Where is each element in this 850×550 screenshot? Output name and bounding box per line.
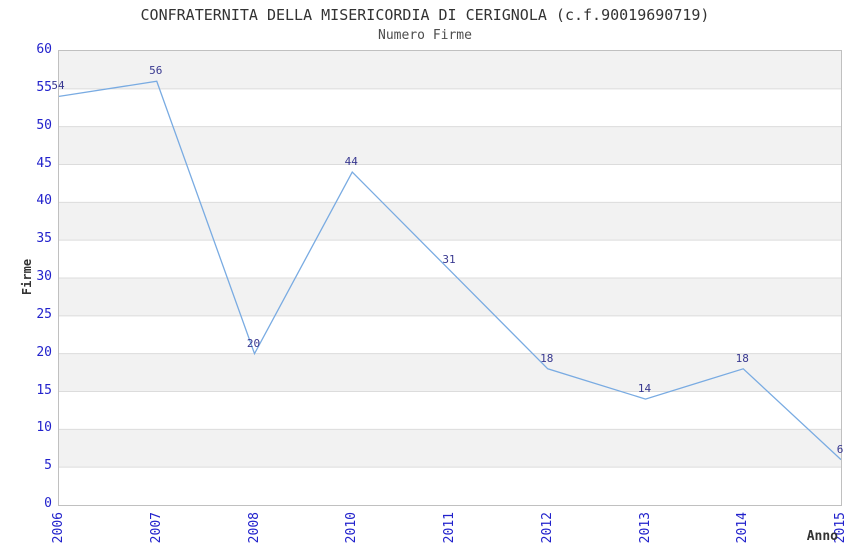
band-gray	[59, 278, 841, 316]
y-axis-title: Firme	[20, 258, 34, 296]
y-tick-label: 55	[36, 79, 52, 95]
x-tick-label: 2008	[246, 512, 262, 544]
plot-area	[58, 50, 842, 506]
x-tick-label: 2014	[735, 512, 751, 544]
band-white	[59, 467, 841, 505]
y-tick-label: 10	[36, 420, 52, 436]
x-tick-label: 2006	[51, 512, 66, 544]
band-gray	[59, 353, 841, 392]
data-point-value-label: 56	[149, 64, 163, 78]
y-tick-label: 20	[36, 344, 52, 360]
band-white	[59, 315, 841, 354]
band-white	[59, 164, 841, 203]
data-point-value-label: 31	[442, 253, 456, 267]
band-gray	[59, 429, 841, 468]
y-tick-label: 60	[36, 42, 52, 57]
x-tick-label: 2011	[442, 512, 457, 544]
y-tick-label: 15	[36, 382, 52, 398]
x-tick-label: 2013	[637, 512, 653, 544]
band-gray	[59, 51, 841, 89]
data-point-value-label: 54	[51, 79, 65, 93]
data-point-value-label: 18	[735, 351, 749, 365]
x-tick-label: 2012	[539, 512, 555, 544]
x-axis-title: Anno	[806, 529, 838, 544]
x-tick-label: 2010	[344, 512, 360, 544]
band-white	[59, 391, 841, 430]
y-tick-label: 0	[44, 496, 52, 511]
y-tick-label: 35	[36, 231, 52, 247]
y-tick-label: 40	[36, 193, 52, 209]
data-point-value-label: 18	[540, 351, 554, 365]
x-tick-label: 2007	[148, 512, 164, 544]
chart-subtitle: Numero Firme	[378, 28, 472, 43]
chart-title: CONFRATERNITA DELLA MISERICORDIA DI CERI…	[140, 6, 710, 24]
y-tick-label: 25	[36, 306, 52, 322]
band-white	[59, 240, 841, 278]
band-white	[59, 88, 841, 127]
y-tick-label: 45	[36, 155, 52, 171]
y-tick-label: 5	[44, 458, 52, 474]
line-series-canvas	[59, 51, 841, 505]
data-point-value-label: 44	[344, 155, 358, 169]
data-point-value-label: 6	[836, 442, 844, 456]
band-gray	[59, 126, 841, 165]
data-line	[59, 80, 841, 461]
data-point-value-label: 14	[637, 382, 652, 396]
y-tick-label: 50	[36, 117, 52, 133]
band-gray	[59, 202, 841, 241]
y-tick-label: 30	[36, 269, 52, 284]
data-point-value-label: 20	[246, 336, 261, 350]
